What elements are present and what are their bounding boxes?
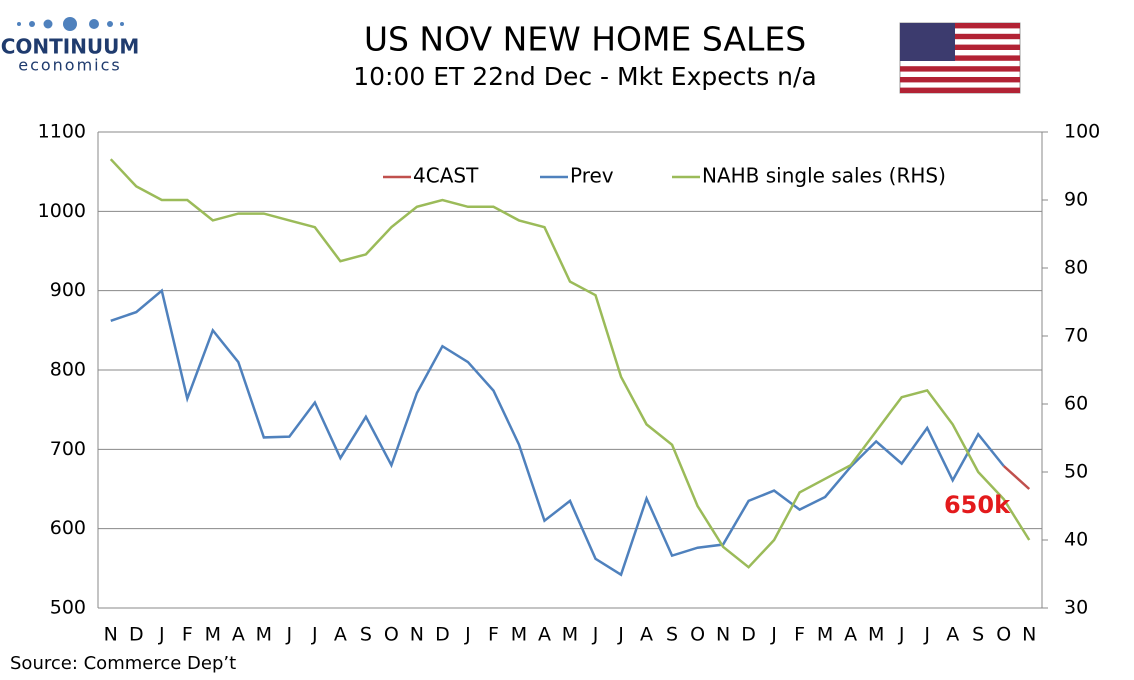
x-tick-label: D bbox=[435, 624, 450, 646]
x-tick-label: A bbox=[334, 624, 347, 646]
y-tick-label: 900 bbox=[50, 279, 86, 301]
x-tick-label: O bbox=[996, 624, 1011, 646]
brand: CONTINUUM bbox=[1, 35, 140, 59]
chart-title: US NOV NEW HOME SALES bbox=[364, 20, 806, 59]
x-tick-label: M bbox=[205, 624, 221, 646]
x-tick-label: F bbox=[794, 624, 805, 646]
y-tick-label: 1000 bbox=[38, 200, 86, 222]
x-tick-label: A bbox=[538, 624, 551, 646]
y2-tick-label: 30 bbox=[1064, 597, 1088, 619]
series-line bbox=[1002, 465, 1031, 490]
x-tick-label: N bbox=[104, 624, 118, 646]
x-tick-label: M bbox=[256, 624, 272, 646]
x-tick-label: S bbox=[666, 624, 678, 646]
y2-tick-label: 60 bbox=[1064, 393, 1088, 415]
logo: CONTINUUM economics bbox=[1, 17, 140, 75]
legend-label: Prev bbox=[570, 164, 614, 188]
x-tick-label: F bbox=[182, 624, 193, 646]
x-tick-label: S bbox=[972, 624, 984, 646]
y2-tick-label: 90 bbox=[1064, 189, 1088, 211]
x-tick-label: N bbox=[1022, 624, 1036, 646]
y-tick-label: 500 bbox=[50, 597, 86, 619]
y2-tick-label: 70 bbox=[1064, 325, 1088, 347]
x-tick-label: O bbox=[690, 624, 705, 646]
x-tick-label: N bbox=[716, 624, 730, 646]
brand-sub: economics bbox=[18, 56, 122, 75]
x-tick-label: M bbox=[868, 624, 884, 646]
x-tick-label: J bbox=[923, 624, 930, 646]
x-tick-label: J bbox=[898, 624, 905, 646]
x-tick-label: A bbox=[844, 624, 857, 646]
x-tick-label: S bbox=[360, 624, 372, 646]
legend-label: NAHB single sales (RHS) bbox=[702, 164, 946, 188]
x-tick-label: J bbox=[592, 624, 599, 646]
x-tick-label: M bbox=[511, 624, 527, 646]
y-tick-label: 800 bbox=[50, 359, 86, 381]
x-tick-label: J bbox=[617, 624, 624, 646]
x-tick-label: D bbox=[741, 624, 756, 646]
x-tick-label: J bbox=[311, 624, 318, 646]
y-tick-label: 600 bbox=[50, 517, 86, 539]
y2-tick-label: 100 bbox=[1064, 121, 1100, 143]
legend-label: 4CAST bbox=[413, 164, 479, 188]
x-tick-label: J bbox=[286, 624, 293, 646]
x-tick-label: J bbox=[770, 624, 777, 646]
source: Source: Commerce Dep’t bbox=[10, 653, 236, 674]
annotation: 650k bbox=[944, 491, 1011, 519]
chart-subtitle: 10:00 ET 22nd Dec - Mkt Expects n/a bbox=[353, 62, 817, 91]
y-tick-label: 1100 bbox=[38, 121, 86, 143]
x-tick-label: N bbox=[410, 624, 424, 646]
x-tick-label: O bbox=[384, 624, 399, 646]
x-tick-label: A bbox=[946, 624, 959, 646]
y-tick-label: 700 bbox=[50, 438, 86, 460]
x-tick-label: D bbox=[129, 624, 144, 646]
flag bbox=[899, 22, 1021, 94]
y2-tick-label: 50 bbox=[1064, 461, 1088, 483]
x-tick-label: F bbox=[488, 624, 499, 646]
series-line bbox=[110, 288, 1005, 577]
x-tick-label: J bbox=[158, 624, 165, 646]
x-tick-label: M bbox=[817, 624, 833, 646]
x-tick-label: M bbox=[562, 624, 578, 646]
y2-tick-label: 80 bbox=[1064, 257, 1088, 279]
x-tick-label: J bbox=[464, 624, 471, 646]
x-tick-label: A bbox=[232, 624, 245, 646]
x-tick-label: A bbox=[640, 624, 653, 646]
y2-tick-label: 40 bbox=[1064, 529, 1088, 551]
series-line bbox=[109, 158, 1031, 569]
